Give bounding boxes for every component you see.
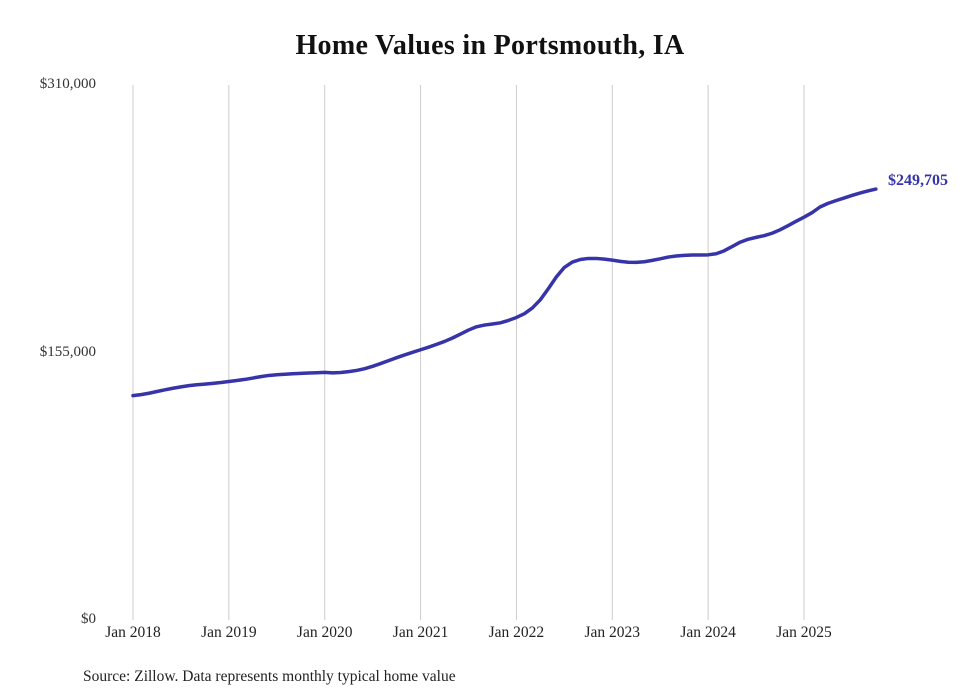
home-value-line-series [131, 187, 878, 398]
x-axis-tick-jan-2019: Jan 2019 [201, 624, 257, 641]
y-axis-tick-0: $0 [81, 611, 96, 627]
latest-value-label: $249,705 [888, 172, 948, 189]
x-axis-tick-jan-2022: Jan 2022 [488, 624, 545, 641]
chart-title: Home Values in Portsmouth, IA [295, 30, 685, 61]
x-axis-tick-jan-2021: Jan 2021 [392, 624, 449, 641]
x-axis-tick-jan-2018: Jan 2018 [105, 624, 161, 641]
x-axis-tick-jan-2024: Jan 2024 [680, 624, 736, 641]
y-axis-tick-310000: $310,000 [39, 76, 96, 92]
vertical-gridlines [132, 85, 805, 620]
source-note: Source: Zillow. Data represents monthly … [83, 668, 456, 685]
x-axis-tick-jan-2025: Jan 2025 [776, 624, 832, 641]
x-axis-tick-jan-2020: Jan 2020 [296, 624, 353, 641]
y-axis-tick-155000: $155,000 [39, 344, 96, 360]
x-axis-tick-jan-2023: Jan 2023 [584, 624, 641, 641]
